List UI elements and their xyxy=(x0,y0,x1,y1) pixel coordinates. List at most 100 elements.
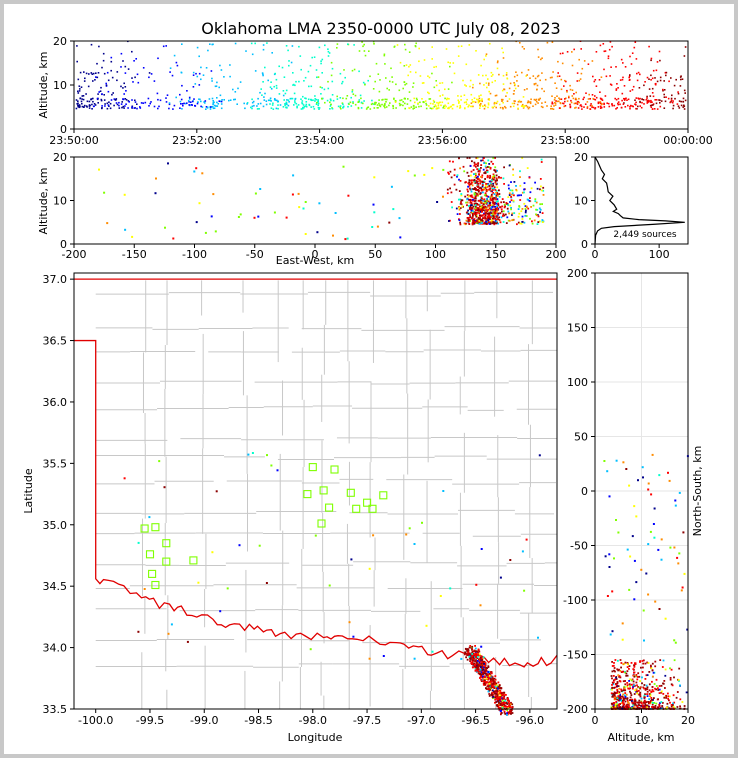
east-west-point xyxy=(518,194,520,197)
time-altitude-point xyxy=(447,88,450,90)
east-west-point xyxy=(302,207,305,210)
time-altitude-point xyxy=(583,106,585,108)
time-altitude-point xyxy=(468,104,470,106)
time-altitude-point xyxy=(595,51,598,53)
north-south-point xyxy=(662,659,665,662)
plan-view-point xyxy=(504,698,507,701)
time-altitude-point xyxy=(521,71,523,74)
north-south-point xyxy=(669,701,671,704)
time-altitude-point xyxy=(287,99,290,101)
time-altitude-point xyxy=(269,97,272,100)
time-altitude-xtick-label: 23:50:00 xyxy=(49,134,98,147)
time-altitude-point xyxy=(470,102,473,104)
plan-view-point xyxy=(483,660,486,663)
time-altitude-point xyxy=(460,99,462,101)
time-altitude-point xyxy=(591,106,593,108)
time-altitude-point xyxy=(77,78,80,81)
east-west-point xyxy=(470,199,473,201)
time-altitude-point xyxy=(631,89,634,91)
time-altitude-point xyxy=(409,64,412,66)
north-south-point xyxy=(644,662,647,665)
time-altitude-point xyxy=(431,46,433,48)
north-south-point xyxy=(628,588,631,591)
plan-view-point xyxy=(477,651,479,654)
time-altitude-point xyxy=(219,94,222,97)
plan-view-points xyxy=(123,452,541,716)
east-west-point xyxy=(469,194,472,197)
time-altitude-point xyxy=(108,101,110,103)
time-altitude-point xyxy=(525,75,527,77)
time-altitude-point xyxy=(276,99,278,102)
time-altitude-point xyxy=(98,45,100,48)
time-altitude-point xyxy=(118,104,120,107)
east-west-point xyxy=(481,210,483,213)
time-altitude-point xyxy=(677,91,679,93)
east-west-point xyxy=(484,186,487,189)
time-altitude-point xyxy=(212,103,214,106)
time-altitude-point xyxy=(530,98,532,101)
time-altitude-point xyxy=(307,70,310,73)
east-west-point xyxy=(511,189,514,192)
north-south-point xyxy=(624,680,626,682)
time-altitude-point xyxy=(392,104,394,107)
north-south-point xyxy=(678,680,680,682)
north-south-point xyxy=(612,683,615,686)
time-altitude-point xyxy=(408,51,411,53)
time-altitude-point xyxy=(427,91,429,94)
time-altitude-point xyxy=(188,98,191,100)
north-south-point xyxy=(653,697,655,699)
east-west-point xyxy=(480,176,482,178)
north-south-point xyxy=(638,699,641,702)
east-west-point xyxy=(469,165,472,167)
north-south-point xyxy=(667,471,669,474)
east-west-point xyxy=(509,189,512,192)
plan-view-point xyxy=(497,700,499,702)
time-altitude-point xyxy=(188,104,190,106)
time-altitude-point xyxy=(407,98,409,100)
plan-view-ylabel: Latitude xyxy=(22,468,35,514)
time-altitude-point xyxy=(580,105,583,108)
time-altitude-point xyxy=(673,84,676,87)
east-west-point xyxy=(473,173,475,175)
time-altitude-point xyxy=(104,105,106,107)
east-west-point xyxy=(475,215,478,218)
north-south-point xyxy=(641,671,644,673)
east-west-point xyxy=(376,225,379,228)
time-altitude-point xyxy=(526,101,529,104)
north-south-point xyxy=(626,670,629,672)
time-altitude-point xyxy=(653,108,656,110)
time-altitude-point xyxy=(185,102,187,105)
east-west-point xyxy=(479,186,482,189)
time-altitude-point xyxy=(173,104,176,107)
north-south-point xyxy=(670,705,673,708)
time-altitude-point xyxy=(538,99,540,101)
north-south-point xyxy=(614,678,616,681)
north-south-point xyxy=(614,670,616,673)
plan-view-point xyxy=(474,652,477,655)
north-south-point xyxy=(643,696,646,699)
time-altitude-point xyxy=(90,43,93,46)
time-altitude-point xyxy=(566,51,569,53)
east-west-point xyxy=(504,213,507,216)
east-west-point xyxy=(506,216,509,219)
time-altitude-point xyxy=(551,76,553,79)
east-west-point xyxy=(469,201,472,204)
time-altitude-point xyxy=(269,103,271,105)
east-west-point xyxy=(491,187,494,190)
east-west-point xyxy=(468,223,471,225)
time-altitude-point xyxy=(169,71,171,73)
time-altitude-point xyxy=(502,106,504,109)
north-south-point xyxy=(624,706,626,709)
east-west-point xyxy=(523,182,526,184)
north-south-point xyxy=(673,639,676,642)
time-altitude-point xyxy=(532,105,534,107)
time-altitude-point xyxy=(181,108,183,110)
time-altitude-point xyxy=(294,100,296,102)
east-west-point xyxy=(482,191,484,194)
time-altitude-point xyxy=(435,105,437,108)
time-altitude-point xyxy=(418,47,420,50)
plan-view-point xyxy=(197,581,200,584)
east-west-point xyxy=(460,201,462,203)
plan-view-xtick-label: -96.0 xyxy=(516,714,544,727)
time-altitude-point xyxy=(593,80,596,83)
